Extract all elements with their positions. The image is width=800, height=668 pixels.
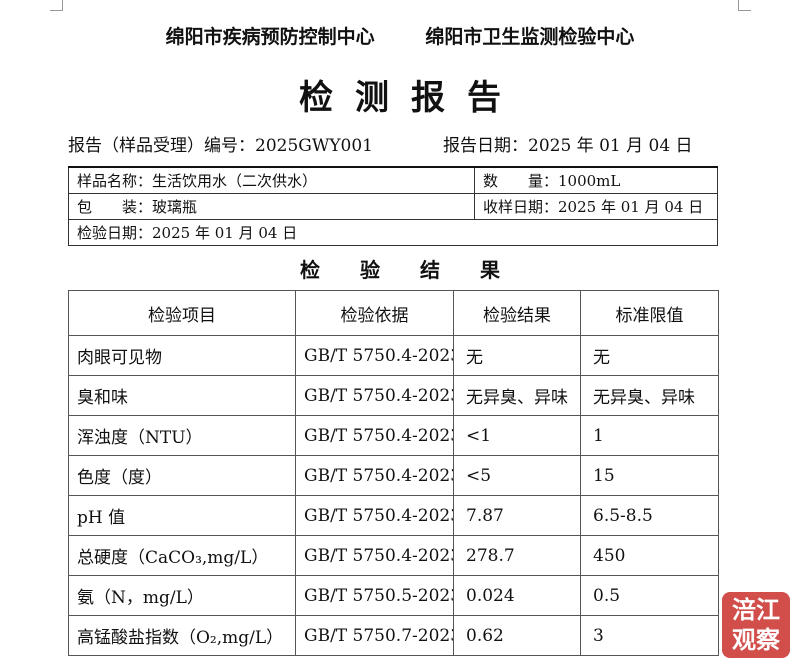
table-cell: 0.62 xyxy=(453,615,581,656)
info-cell: 收样日期：2025 年 01 月 04 日 xyxy=(474,193,718,220)
header-cell: 检验依据 xyxy=(295,290,454,336)
table-cell: GB/T 5750.4-2023 xyxy=(295,335,454,376)
info-row: 检验日期：2025 年 01 月 04 日 xyxy=(68,219,718,246)
org-name: 绵阳市卫生监测检验中心 xyxy=(425,26,635,48)
table-cell: 肉眼可见物 xyxy=(68,335,296,376)
table-cell: <1 xyxy=(453,415,581,456)
table-cell: 3 xyxy=(580,615,719,656)
table-cell: GB/T 5750.4-2023 xyxy=(295,535,454,576)
table-cell: 278.7 xyxy=(453,535,581,576)
info-cell: 检验日期：2025 年 01 月 04 日 xyxy=(68,219,718,246)
corner-mark xyxy=(50,0,63,11)
table-cell: 7.87 xyxy=(453,495,581,536)
table-cell: 色度（度） xyxy=(68,455,296,496)
info-cell: 数 量：1000mL xyxy=(474,166,718,194)
table-cell: 无 xyxy=(453,335,581,376)
info-row: 样品名称：生活饮用水（二次供水）数 量：1000mL xyxy=(68,166,718,194)
table-row: 总硬度（CaCO₃,mg/L） GB/T 5750.4-2023 278.7 450 xyxy=(68,535,719,576)
table-cell: 高锰酸盐指数（O₂,mg/L） xyxy=(68,615,296,656)
table-cell: GB/T 5750.4-2023 xyxy=(295,415,454,456)
table-cell: 氨（N，mg/L） xyxy=(68,575,296,616)
table-cell: 6.5-8.5 xyxy=(580,495,719,536)
corner-mark xyxy=(738,0,751,11)
info-row: 包 装：玻璃瓶 收样日期：2025 年 01 月 04 日 xyxy=(68,193,718,220)
table-row: 浑浊度（NTU） GB/T 5750.4-2023 <1 1 xyxy=(68,415,719,456)
info-cell: 包 装：玻璃瓶 xyxy=(68,193,475,220)
table-cell: 无 xyxy=(580,335,719,376)
results-table: 检验项目 检验依据 检验结果 标准限值 肉眼可见物 GB/T 5750.4-2023 无无臭… xyxy=(68,290,719,656)
table-cell: 无异臭、异味 xyxy=(453,375,581,416)
table-row: 高锰酸盐指数（O₂,mg/L） GB/T 5750.7-2023 0.62 3 xyxy=(68,615,719,656)
table-cell: GB/T 5750.5-2023 xyxy=(295,575,454,616)
header-cell: 检验项目 xyxy=(68,290,296,336)
table-row: 臭和味 GB/T 5750.4-2023 无异臭、异味 无异臭、异味 xyxy=(68,375,719,416)
table-cell: 450 xyxy=(580,535,719,576)
logo-text: 涪江 xyxy=(732,595,780,624)
header-cell: 标准限值 xyxy=(580,290,719,336)
table-cell: GB/T 5750.7-2023 xyxy=(295,615,454,656)
report-title: 检测报告 xyxy=(299,78,523,118)
header-row: 检验项目 检验依据 检验结果 标准限值 xyxy=(68,290,719,336)
table-cell: 臭和味 xyxy=(68,375,296,416)
info-table: 样品名称：生活饮用水（二次供水）数 量：1000mL 包 装：玻璃瓶 收样日期：20… xyxy=(68,166,718,246)
org-names: 绵阳市疾病预防控制中心 绵阳市卫生监测检验中心 xyxy=(0,22,800,49)
report-date: 报告日期：2025 年 01 月 04 日 xyxy=(443,136,693,156)
info-cell: 样品名称：生活饮用水（二次供水） xyxy=(68,166,475,194)
table-cell: 0.024 xyxy=(453,575,581,616)
org-name: 绵阳市疾病预防控制中心 xyxy=(165,26,375,48)
table-cell: 浑浊度（NTU） xyxy=(68,415,296,456)
table-cell: pH 值 xyxy=(68,495,296,536)
logo: 涪江 观察 xyxy=(722,592,790,658)
table-row: 氨（N，mg/L） GB/T 5750.5-2023 0.024 0.5 xyxy=(68,575,719,616)
table-cell: 0.5 xyxy=(580,575,719,616)
table-row: pH 值 GB/T 5750.4-2023 7.87 6.5-8.5 xyxy=(68,495,719,536)
table-cell: 15 xyxy=(580,455,719,496)
table-cell: GB/T 5750.4-2023 xyxy=(295,495,454,536)
table-row: 色度（度） GB/T 5750.4-2023 <5 15 xyxy=(68,455,719,496)
table-cell: 总硬度（CaCO₃,mg/L） xyxy=(68,535,296,576)
table-cell: 1 xyxy=(580,415,719,456)
header-cell: 检验结果 xyxy=(453,290,581,336)
report-number: 报告（样品受理）编号：2025GWY001 xyxy=(68,136,373,156)
table-cell: 无异臭、异味 xyxy=(580,375,719,416)
logo-text: 观察 xyxy=(732,625,780,654)
table-cell: <5 xyxy=(453,455,581,496)
section-title: 检验结果 xyxy=(300,258,540,282)
table-row: 肉眼可见物 GB/T 5750.4-2023 无无 xyxy=(68,335,719,376)
table-cell: GB/T 5750.4-2023 xyxy=(295,455,454,496)
table-cell: GB/T 5750.4-2023 xyxy=(295,375,454,416)
